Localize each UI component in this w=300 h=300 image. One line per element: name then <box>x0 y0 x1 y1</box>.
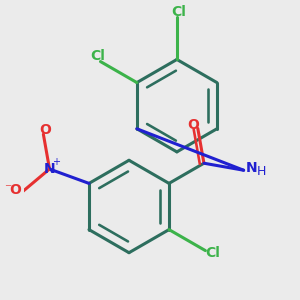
Text: Cl: Cl <box>206 246 220 260</box>
Text: N: N <box>246 161 258 175</box>
Text: N: N <box>44 162 55 176</box>
Text: O: O <box>187 118 199 132</box>
Text: H: H <box>256 165 266 178</box>
Text: O: O <box>39 123 51 137</box>
Text: +: + <box>52 157 60 167</box>
Text: O: O <box>9 183 21 197</box>
Text: Cl: Cl <box>91 49 105 63</box>
Text: ⁻: ⁻ <box>4 182 11 196</box>
Text: Cl: Cl <box>171 4 186 19</box>
